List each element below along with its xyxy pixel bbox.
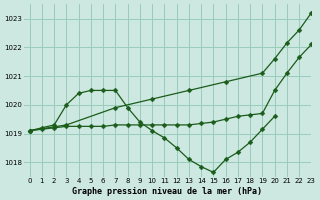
X-axis label: Graphe pression niveau de la mer (hPa): Graphe pression niveau de la mer (hPa)	[72, 187, 262, 196]
